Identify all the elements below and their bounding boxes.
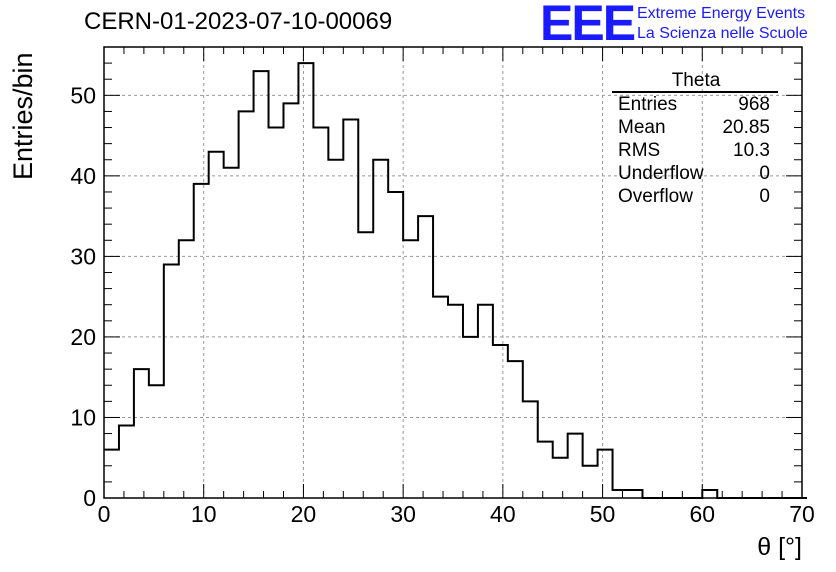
x-tick-label: 0 — [98, 501, 111, 527]
histogram-bin — [134, 369, 149, 498]
stats-label: Mean — [618, 117, 666, 138]
histogram-bin — [538, 442, 553, 498]
histogram-bin — [463, 337, 478, 498]
x-tick-label: 30 — [390, 501, 416, 527]
stats-value: 20.85 — [722, 117, 770, 138]
histogram-bin — [343, 119, 358, 498]
histogram-bin — [269, 128, 284, 498]
stats-row-rms: RMS 10.3 — [612, 139, 778, 162]
stats-value: 10.3 — [733, 140, 770, 161]
histogram-bin — [104, 450, 119, 498]
histogram-bin — [553, 458, 568, 498]
stats-label: RMS — [618, 140, 661, 161]
histogram-bin — [433, 297, 448, 498]
histogram-bin — [493, 345, 508, 498]
histogram-bin — [478, 305, 493, 498]
histogram-bin — [119, 426, 134, 498]
x-tick-label: 40 — [490, 501, 516, 527]
stats-row-entries: Entries 968 — [612, 93, 778, 116]
histogram-bin — [403, 240, 418, 498]
stats-value: 968 — [738, 94, 770, 115]
x-tick-label: 10 — [191, 501, 217, 527]
y-tick-label: 40 — [70, 163, 96, 189]
x-tick-label: 70 — [789, 501, 815, 527]
histogram-bin — [179, 240, 194, 498]
histogram-bin — [523, 401, 538, 498]
histogram-bin — [613, 490, 628, 498]
histogram-bin — [283, 103, 298, 498]
histogram-bin — [313, 128, 328, 498]
stats-row-overflow: Overflow 0 — [612, 185, 778, 208]
histogram-bin — [194, 184, 209, 498]
histogram-bin — [149, 385, 164, 498]
histogram-bin — [448, 305, 463, 498]
stats-row-underflow: Underflow 0 — [612, 162, 778, 185]
histogram-bin — [628, 490, 643, 498]
stats-label: Underflow — [618, 163, 704, 184]
histogram-bin — [583, 466, 598, 498]
histogram-bin — [568, 434, 583, 498]
x-tick-label: 20 — [291, 501, 317, 527]
y-tick-label: 20 — [70, 324, 96, 350]
x-axis-label: θ [°] — [757, 533, 802, 561]
histogram-bin — [209, 152, 224, 498]
logo-caption-line1: Extreme Energy Events — [637, 5, 806, 22]
stats-value: 0 — [759, 163, 770, 184]
stats-value: 0 — [759, 186, 770, 207]
histogram-bin — [224, 168, 239, 498]
stats-title: Theta — [612, 71, 778, 93]
chart-title: CERN-01-2023-07-10-00069 — [84, 8, 393, 35]
y-tick-label: 50 — [70, 82, 96, 108]
y-tick-label: 0 — [83, 485, 96, 511]
histogram-bin — [373, 160, 388, 498]
histogram-bin — [164, 264, 179, 498]
y-axis-label: Entries/bin — [8, 52, 38, 180]
histogram-bin — [418, 216, 433, 498]
stats-row-mean: Mean 20.85 — [612, 116, 778, 139]
logo-caption-line2: La Scienza nelle Scuole — [637, 25, 808, 42]
histogram-line — [104, 62, 807, 499]
x-tick-label: 60 — [689, 501, 715, 527]
histogram-bin — [298, 63, 313, 498]
histogram-bin — [702, 490, 717, 498]
histogram-bin — [508, 361, 523, 498]
stats-label: Entries — [618, 94, 678, 115]
x-tick-label: 50 — [590, 501, 616, 527]
eee-logo: EEE — [540, 0, 636, 51]
y-tick-label: 10 — [70, 404, 96, 430]
histogram-bin — [358, 232, 373, 498]
logo-caption: Extreme Energy Events La Scienza nelle S… — [637, 4, 808, 44]
histogram-bin — [239, 111, 254, 498]
stats-label: Overflow — [618, 186, 693, 207]
histogram-bin — [328, 160, 343, 498]
stats-box: Theta Entries 968 Mean 20.85 RMS 10.3 Un… — [612, 71, 778, 208]
y-tick-label: 30 — [70, 243, 96, 269]
histogram-bin — [598, 450, 613, 498]
histogram-bin — [388, 192, 403, 498]
histogram-bin — [254, 71, 269, 498]
